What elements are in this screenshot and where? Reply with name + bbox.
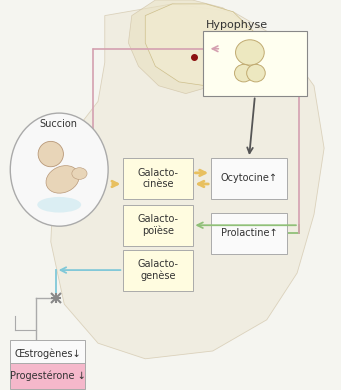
- Ellipse shape: [247, 64, 265, 82]
- FancyBboxPatch shape: [123, 250, 193, 291]
- Text: Progestérone ↓: Progestérone ↓: [10, 371, 85, 381]
- Ellipse shape: [38, 142, 63, 167]
- Ellipse shape: [46, 166, 79, 193]
- FancyBboxPatch shape: [203, 31, 307, 96]
- Text: Succion: Succion: [39, 119, 77, 129]
- Text: Prolactine↑: Prolactine↑: [221, 228, 277, 238]
- FancyBboxPatch shape: [123, 205, 193, 246]
- Text: Œstrogènes↓: Œstrogènes↓: [14, 348, 81, 358]
- Ellipse shape: [72, 168, 87, 179]
- Text: Galacto-
cinèse: Galacto- cinèse: [137, 168, 178, 189]
- FancyBboxPatch shape: [10, 340, 85, 367]
- Ellipse shape: [37, 197, 81, 213]
- Text: Hypophyse: Hypophyse: [206, 20, 268, 30]
- Text: Galacto-
genèse: Galacto- genèse: [137, 259, 178, 281]
- Ellipse shape: [236, 40, 264, 65]
- FancyBboxPatch shape: [123, 158, 193, 199]
- Polygon shape: [51, 4, 324, 359]
- FancyBboxPatch shape: [211, 213, 287, 254]
- Ellipse shape: [235, 64, 253, 82]
- Circle shape: [10, 113, 108, 226]
- FancyBboxPatch shape: [211, 158, 287, 199]
- FancyBboxPatch shape: [10, 363, 85, 389]
- Polygon shape: [129, 0, 253, 94]
- Polygon shape: [145, 4, 253, 86]
- Text: Galacto-
poïèse: Galacto- poïèse: [137, 214, 178, 236]
- Text: Ocytocine↑: Ocytocine↑: [221, 174, 278, 183]
